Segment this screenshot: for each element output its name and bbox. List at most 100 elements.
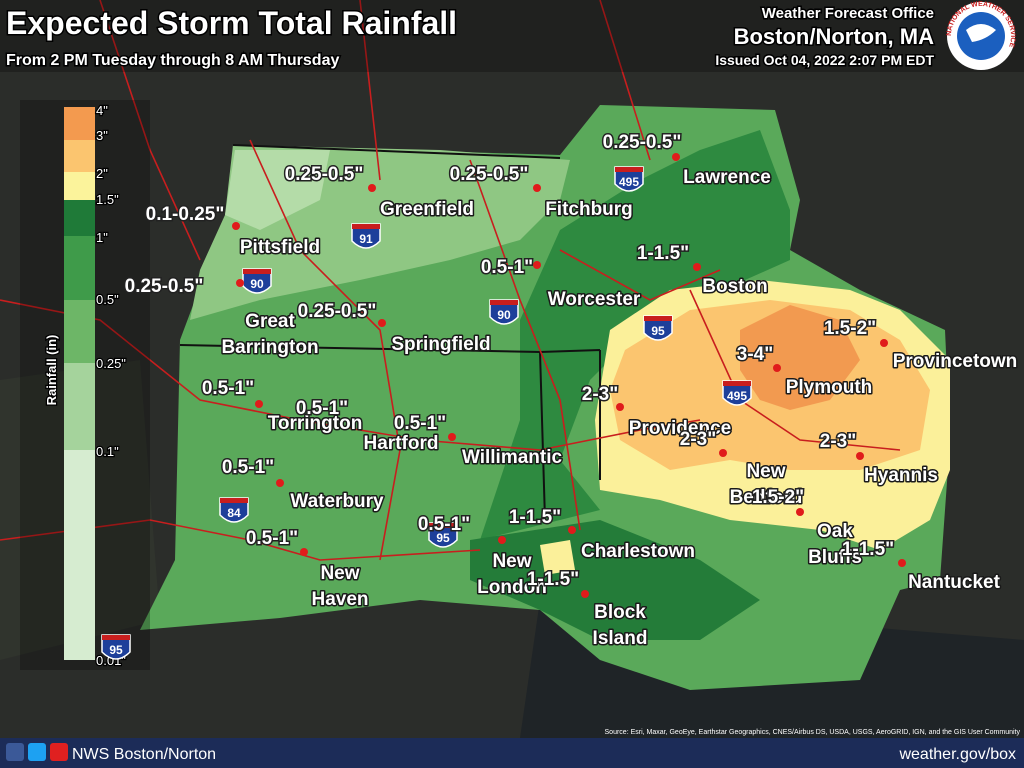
office-line1: Weather Forecast Office [762, 5, 934, 22]
city-label: Boston [702, 276, 767, 297]
city-label: Great [245, 311, 295, 332]
city-label: Torrington [268, 413, 363, 434]
city-dot [880, 339, 888, 347]
interstate-shield-top [243, 269, 271, 274]
city-label: Provincetown [893, 351, 1018, 372]
interstate-shield [428, 522, 458, 548]
legend-tick-label: 0.25" [96, 356, 126, 371]
rainfall-amount: 0.25-0.5" [450, 164, 529, 185]
city-label: Island [593, 628, 648, 649]
interstate-shield [614, 166, 644, 192]
city-label: New [320, 563, 359, 584]
subtitle: From 2 PM Tuesday through 8 AM Thursday [6, 52, 339, 69]
issued: Issued Oct 04, 2022 2:07 PM EDT [715, 52, 934, 68]
city-dot [898, 559, 906, 567]
city-dot [856, 452, 864, 460]
interstate-shield [489, 299, 519, 325]
interstate-shield [101, 634, 131, 660]
interstate-shield-top [102, 635, 130, 640]
interstate-number: 84 [227, 506, 241, 520]
legend-swatch [64, 107, 95, 140]
city-label: Willimantic [462, 447, 563, 468]
city-label: New [746, 461, 785, 482]
legend-tick-label: 2" [96, 166, 108, 181]
city-label: Haven [311, 589, 368, 610]
rainfall-amount: 0.5-1" [296, 398, 348, 419]
interstate-number: 495 [727, 389, 747, 403]
rainfall-amount: 0.5-1" [481, 257, 533, 278]
city-dot [533, 261, 541, 269]
legend-tick-label: 0.5" [96, 292, 119, 307]
city-dot [616, 403, 624, 411]
rain-1.5-2-block [540, 540, 575, 575]
city-label: Bedford [730, 487, 803, 508]
city-label: Fitchburg [545, 199, 633, 220]
interstate-number: 95 [651, 324, 665, 338]
interstate-shield [242, 268, 272, 294]
city-label: Worcester [548, 289, 641, 310]
interstate-shield-top [490, 300, 518, 305]
interstate-shield [219, 497, 249, 523]
rainfall-amount: 0.5-1" [202, 378, 254, 399]
interstate-shield-top [352, 224, 380, 229]
city-dot [236, 279, 244, 287]
city-dot [448, 433, 456, 441]
city-dot [300, 548, 308, 556]
credit: Source: Esri, Maxar, GeoEye, Earthstar G… [605, 729, 1021, 736]
city-dot [368, 184, 376, 192]
city-label: Plymouth [786, 377, 873, 398]
interstate-shield-top [723, 381, 751, 386]
rainfall-amount: 1.5-2" [752, 487, 804, 508]
city-label: Pittsfield [240, 237, 320, 258]
city-dot [378, 319, 386, 327]
header-band [0, 0, 1024, 72]
interstate-shield [643, 315, 673, 341]
city-label: Providence [629, 418, 731, 439]
legend-swatch [64, 300, 95, 363]
interstate-number: 495 [619, 175, 639, 189]
interstate-shield [351, 223, 381, 249]
rainfall-amount: 0.25-0.5" [298, 301, 377, 322]
logo-cloud [966, 24, 996, 42]
city-dot [232, 222, 240, 230]
interstate-shield-top [615, 167, 643, 172]
city-label: Bluffs [808, 547, 862, 568]
facebook-icon[interactable] [6, 743, 24, 761]
legend-tick-label: 3" [96, 128, 108, 143]
city-dot [719, 449, 727, 457]
interstate-number: 90 [497, 308, 511, 322]
youtube-icon[interactable] [50, 743, 68, 761]
city-label: Greenfield [380, 199, 474, 220]
rain-3-4 [740, 305, 860, 410]
rainfall-amount: 1-1.5" [509, 507, 561, 528]
nws-logo: NATIONAL WEATHER SERVICE [946, 1, 1016, 70]
city-dot [533, 184, 541, 192]
city-dot [693, 263, 701, 271]
rainfall-amount: 0.25-0.5" [125, 276, 204, 297]
city-label: Hyannis [864, 465, 938, 486]
rain-0.1-0.25 [225, 150, 330, 230]
city-label: Oak [817, 521, 853, 542]
legend-swatch [64, 200, 95, 236]
legend-tick-label: 1.5" [96, 192, 119, 207]
rainfall-amount: 1-1.5" [527, 569, 579, 590]
rainfall-amount: 0.5-1" [222, 457, 274, 478]
rainfall-amount: 0.25-0.5" [603, 132, 682, 153]
rainfall-amount: 0.5-1" [418, 514, 470, 535]
city-label: London [477, 577, 547, 598]
legend: 4"3"2"1.5"1"0.5"0.25"0.1"0.01" [64, 102, 128, 669]
legend-swatch [64, 450, 95, 660]
twitter-icon[interactable] [28, 743, 46, 761]
city-dot [672, 153, 680, 161]
interstate-shield-top [220, 498, 248, 503]
legend-swatch [64, 363, 95, 450]
city-dot [498, 536, 506, 544]
title: Expected Storm Total Rainfall [6, 5, 457, 41]
city-label: Lawrence [683, 167, 771, 188]
rainfall-amount: 2-3" [820, 431, 856, 452]
labels: 495 91 90 90 95 495 84 95 95 Lawrence Fitchburg Gre… [101, 131, 1019, 660]
footer-url[interactable]: weather.gov/box [898, 746, 1016, 763]
interstate-shield-top [429, 523, 457, 528]
rainfall-amount: 0.5-1" [246, 528, 298, 549]
interstate-number: 95 [436, 531, 450, 545]
